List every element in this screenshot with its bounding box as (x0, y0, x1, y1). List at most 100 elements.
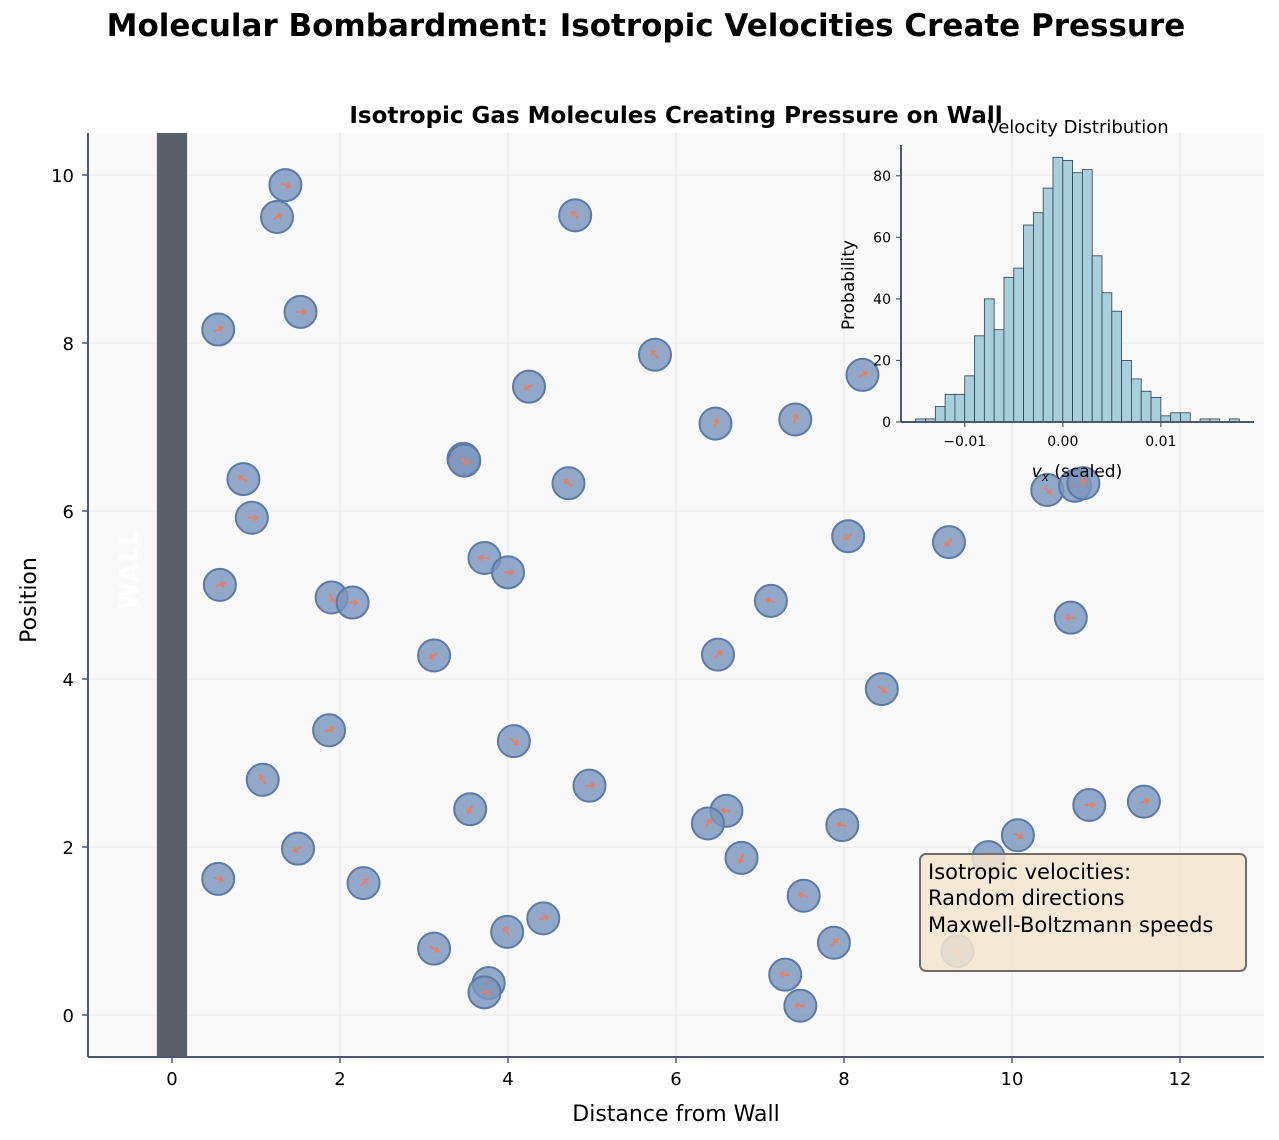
histogram-bar (1150, 396, 1162, 423)
main-x-tick-label: 6 (670, 1069, 681, 1090)
annotation-line-2: Random directions (928, 886, 1125, 910)
velocity-arrow-head (329, 725, 336, 734)
histogram-bar (1121, 360, 1132, 423)
main-x-axis-label: Distance from Wall (572, 1102, 779, 1127)
inset-x-tick-label: −0.01 (943, 434, 986, 450)
histogram-bar (1170, 412, 1181, 423)
histogram-bar (1131, 378, 1142, 423)
histogram-bar (1013, 267, 1024, 423)
velocity-arrow-head (793, 1001, 799, 1010)
velocity-arrow-head (1064, 613, 1070, 622)
inset-y-tick-label: 0 (882, 415, 891, 431)
velocity-arrow-head (737, 857, 745, 864)
molecule (417, 638, 452, 673)
velocity-arrow-head (220, 580, 227, 589)
molecule (512, 369, 546, 404)
inset-x-axis-label: vx (scaled) (1032, 462, 1122, 484)
main-x-tick-label: 8 (838, 1069, 849, 1090)
inset-y-axis-label: Probability (839, 240, 859, 330)
molecule (1053, 600, 1088, 635)
velocity-arrow-head (217, 325, 225, 333)
velocity-arrow-head (764, 596, 771, 605)
molecule (783, 988, 818, 1023)
histogram-bar (1140, 390, 1152, 423)
molecule (491, 555, 525, 590)
velocity-arrow-head (842, 533, 849, 541)
inset-y-tick-label: 40 (873, 292, 891, 308)
main-plot-title: Isotropic Gas Molecules Creating Pressur… (349, 103, 1002, 129)
velocity-arrow-head (328, 596, 336, 604)
molecule (234, 500, 269, 535)
inset-x-label-subscript: x (1041, 470, 1050, 484)
wall-label: WALL (115, 529, 145, 610)
main-y-ticks: 0 2 4 6 8 10 (51, 166, 88, 1027)
annotation-line-1: Isotropic velocities: (928, 860, 1131, 884)
velocity-arrow-head (944, 540, 951, 547)
molecule (453, 792, 488, 827)
histogram-bar (964, 375, 975, 423)
velocity-arrow-head (705, 817, 713, 825)
velocity-arrow-head (797, 891, 804, 900)
inset-y-tick-label: 20 (873, 353, 891, 369)
velocity-arrow-head (253, 513, 259, 522)
velocity-arrow-head (258, 774, 266, 781)
main-y-axis-label: Position (17, 557, 42, 643)
inset-x-label-suffix: (scaled) (1049, 462, 1122, 482)
velocity-arrow-head (792, 413, 800, 420)
molecule (932, 525, 966, 560)
velocity-arrow-head (485, 988, 491, 997)
main-x-tick-label: 0 (166, 1069, 177, 1090)
molecule (335, 585, 370, 620)
histogram-bar (1052, 156, 1064, 423)
velocity-arrow-head (276, 212, 283, 220)
molecule (1000, 818, 1035, 853)
molecule (496, 724, 531, 759)
velocity-arrow-head (650, 349, 658, 357)
velocity-arrow-head (1017, 832, 1024, 840)
inset-title: Velocity Distribution (987, 117, 1168, 138)
velocity-arrow-head (285, 181, 292, 190)
histogram-bar (974, 335, 985, 423)
molecule (447, 443, 482, 478)
molecule (467, 975, 502, 1010)
molecule (551, 466, 586, 501)
main-y-tick-label: 4 (63, 670, 74, 691)
molecule (346, 866, 381, 901)
histogram-bar (1032, 212, 1044, 423)
main-x-tick-label: 2 (334, 1069, 345, 1090)
molecule (753, 583, 788, 618)
velocity-arrow-head (478, 553, 484, 562)
velocity-arrow-head (523, 383, 530, 391)
histogram-bar (1091, 255, 1103, 423)
velocity-arrow-head (361, 878, 369, 885)
main-x-tick-label: 12 (1169, 1069, 1192, 1090)
histogram-bar (983, 298, 995, 423)
molecule (1072, 788, 1107, 822)
main-x-tick-label: 4 (502, 1069, 513, 1090)
molecule (724, 840, 759, 875)
molecule (226, 462, 261, 497)
figure-title: Molecular Bombardment: Isotropic Velocit… (106, 8, 1186, 44)
histogram-bar (993, 329, 1005, 423)
annotation-line-3: Maxwell-Boltzmann speeds (928, 913, 1213, 937)
inset-x-ticks: −0.01 0.00 0.01 (943, 422, 1176, 450)
velocity-arrow-head (1090, 801, 1096, 809)
annotation-box: Isotropic velocities: Random directions … (919, 853, 1247, 972)
velocity-arrow-head (433, 945, 440, 953)
inset-y-tick-label: 60 (873, 230, 891, 246)
velocity-arrow-head (563, 479, 570, 486)
velocity-arrow-head (543, 914, 550, 922)
molecule (831, 519, 866, 554)
velocity-arrow-head (428, 652, 435, 660)
velocity-arrow-head (237, 474, 245, 482)
velocity-arrow-head (354, 598, 360, 607)
velocity-arrow-head (835, 820, 842, 829)
main-x-ticks: 0 2 4 6 8 10 12 (166, 1057, 1191, 1090)
molecule (572, 768, 607, 803)
molecule (864, 672, 899, 707)
molecule (768, 957, 803, 992)
velocity-arrow-head (502, 926, 510, 933)
histogram-bar (944, 393, 956, 423)
molecule (778, 402, 813, 437)
molecule (260, 200, 294, 234)
